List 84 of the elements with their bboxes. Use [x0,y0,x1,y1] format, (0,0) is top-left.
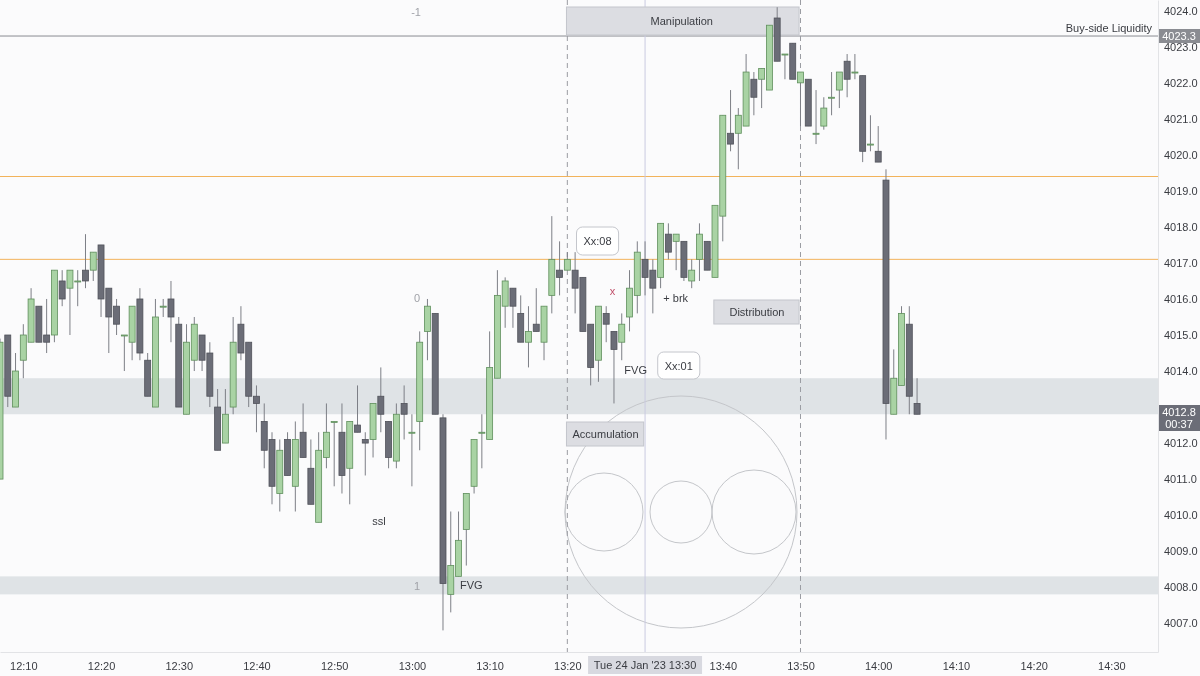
candlestick [167,280,175,343]
y-tick-label: 4016.0 [1164,293,1198,305]
ref-line-label: Tue 24 Jan '23 13:30 [593,659,697,671]
annotation: 0 [414,292,421,304]
candlestick [330,420,338,487]
x-tick-label: 12:10 [10,659,38,672]
candlestick [750,71,758,116]
candlestick [874,125,882,163]
candlestick [525,305,532,368]
y-tick-label: 4007.0 [1164,617,1198,630]
x-tick-label: 13:40 [709,659,738,672]
y-tick-label: 4009.0 [1164,545,1198,558]
candlestick [563,251,571,271]
y-tick-label: 4017.0 [1164,256,1198,269]
x-tick-label: 12:30 [165,659,194,672]
candlestick [618,312,626,361]
annotation: 1 [414,580,421,592]
y-tick-label: 4019.0 [1164,184,1198,197]
candlestick [509,287,517,329]
x-tick-label: 13:00 [398,659,427,672]
candlestick [400,384,408,440]
candlestick [797,71,804,127]
candlestick [835,71,843,109]
y-tick-label: 4024.0 [1164,4,1198,17]
candlestick [354,384,361,433]
candlestick [89,251,97,282]
candlestick [688,258,696,289]
y-tick-label: 4021.0 [1164,112,1198,125]
candlestick [851,53,859,80]
y-tick-label: 4014.0 [1164,365,1198,378]
text: 4023.3 [1162,30,1196,42]
candlestick [377,366,385,433]
candlestick [602,305,610,343]
annotation: Xx:01 [664,360,693,372]
candlestick [867,114,874,152]
candlestick [913,377,921,415]
y-tick-label: 4011.0 [1164,473,1197,486]
candlestick [727,89,734,152]
annotation: Xx:08 [583,235,612,247]
x-tick-label: 14:30 [1098,659,1126,672]
x-tick-label: 12:40 [243,659,271,672]
annotation: ssl [372,515,386,527]
y-tick-label: 4020.0 [1164,148,1198,161]
candlestick [843,53,851,98]
x-tick-label: 13:20 [554,659,582,672]
annotation: Distribution [729,306,785,318]
x-tick-label: 14:20 [1020,659,1048,672]
candlestick [58,269,66,307]
x-tick-label: 12:50 [320,659,349,672]
candlestick [159,298,167,318]
annotation: FVG [624,364,647,376]
candlestick [610,330,618,404]
y-tick-label: 4010.0 [1164,509,1198,522]
x-tick-label: 13:50 [787,659,815,672]
x-tick-label: 14:10 [942,659,971,672]
candlestick [361,431,369,476]
y-tick-label: 4015.0 [1164,329,1198,342]
ref-line-label: Buy-side Liquidity [1065,22,1153,35]
annotation: x [609,285,616,297]
text: 4012.8 [1162,406,1196,418]
candlestick [781,53,789,80]
y-tick-label: 4018.0 [1164,220,1198,233]
y-tick-label: 4023.0 [1164,40,1198,53]
annotation: -1 [411,6,421,18]
annotation: Manipulation [650,15,713,27]
candlestick [812,89,820,145]
annotation: + brk [663,292,689,304]
y-tick-label: 4012.0 [1164,437,1198,450]
candlestick [828,71,835,116]
x-tick-label: 12:20 [87,659,116,672]
y-tick-label: 4008.0 [1164,581,1198,594]
annotation: FVG [459,579,483,591]
candlestick [82,233,89,289]
x-tick-label: 14:00 [864,659,893,672]
candlestick [532,287,540,332]
x-tick-label: 13:10 [476,659,504,672]
candlestick [556,240,563,296]
candlestick [408,413,416,487]
y-tick-label: 4022.0 [1164,76,1198,89]
candlestick [820,96,828,131]
annotation: Accumulation [572,428,639,440]
candlestick [672,233,680,271]
text: 00:37 [1165,418,1193,430]
candlestick [664,222,672,260]
